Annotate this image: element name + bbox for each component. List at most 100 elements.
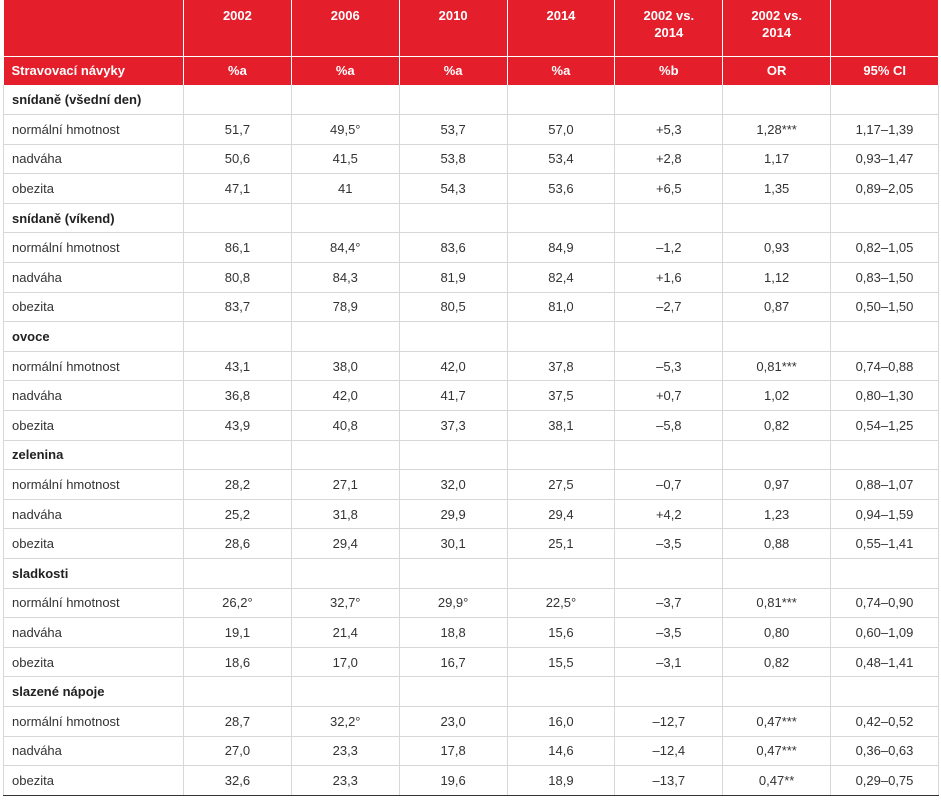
- table-cell: 53,6: [507, 173, 616, 204]
- table-cell: 42,0: [399, 351, 508, 382]
- table-row: nadváha 50,6 41,5 53,8 53,4 +2,8 1,17 0,93–1,47: [3, 144, 939, 175]
- table-cell: 54,3: [399, 173, 508, 204]
- table-cell: 28,6: [183, 528, 292, 559]
- table-cell: –3,1: [614, 647, 724, 678]
- group-title: slazené nápoje: [3, 676, 184, 707]
- table-container: 2002 2006 2010 2014 2002 vs. 2014 2002 v…: [3, 0, 939, 796]
- table-cell: 0,80: [722, 617, 832, 648]
- table-cell: 0,81***: [722, 351, 832, 382]
- table-cell: 29,4: [507, 499, 616, 530]
- group-row: snídaně (víkend): [3, 203, 939, 234]
- table-cell: 80,8: [183, 262, 292, 293]
- row-label: normální hmotnost: [3, 706, 184, 737]
- table-cell: 16,0: [507, 706, 616, 737]
- row-label: nadváha: [3, 499, 184, 530]
- table-cell: 0,60–1,09: [830, 617, 939, 648]
- group-empty-cell: [399, 676, 508, 707]
- group-empty-cell: [183, 321, 292, 352]
- table-cell: –2,7: [614, 292, 724, 323]
- table-cell: 0,29–0,75: [830, 765, 939, 796]
- row-label: normální hmotnost: [3, 588, 184, 619]
- group-title: snídaně (všední den): [3, 85, 184, 116]
- group-empty-cell: [507, 558, 616, 589]
- group-empty-cell: [722, 321, 832, 352]
- table-cell: 0,80–1,30: [830, 380, 939, 412]
- table-cell: 40,8: [291, 410, 400, 441]
- table-cell: 0,87: [722, 292, 832, 323]
- row-label: nadváha: [3, 736, 184, 767]
- group-empty-cell: [291, 203, 400, 234]
- table-cell: 0,97: [722, 469, 832, 500]
- group-empty-cell: [183, 558, 292, 589]
- table-cell: 29,4: [291, 528, 400, 559]
- table-cell: 0,88: [722, 528, 832, 559]
- row-label: obezita: [3, 292, 184, 323]
- table-row: normální hmotnost 51,7 49,5° 53,7 57,0 +5,3 1,…: [3, 114, 939, 145]
- table-cell: 1,02: [722, 380, 832, 412]
- table-cell: 0,89–2,05: [830, 173, 939, 204]
- header-row-years: 2002 2006 2010 2014 2002 vs. 2014 2002 v…: [3, 0, 939, 56]
- table-cell: 18,9: [507, 765, 616, 796]
- row-label: normální hmotnost: [3, 351, 184, 382]
- header-corner-cell: [3, 0, 184, 56]
- table-cell: 27,1: [291, 469, 400, 500]
- table-row: nadváha 19,1 21,4 18,8 15,6 –3,5 0,80 0,60–1,09: [3, 617, 939, 648]
- table-cell: +6,5: [614, 173, 724, 204]
- table-cell: 0,42–0,52: [830, 706, 939, 737]
- table-cell: 0,93–1,47: [830, 144, 939, 175]
- table-cell: +4,2: [614, 499, 724, 530]
- table-cell: 0,74–0,90: [830, 588, 939, 619]
- table-cell: 1,17: [722, 144, 832, 175]
- table-cell: 25,1: [507, 528, 616, 559]
- group-empty-cell: [830, 321, 939, 352]
- table-cell: 83,7: [183, 292, 292, 323]
- group-row: ovoce: [3, 321, 939, 352]
- table-cell: –3,5: [614, 617, 724, 648]
- group-empty-cell: [614, 440, 724, 471]
- group-empty-cell: [722, 203, 832, 234]
- table-cell: 18,8: [399, 617, 508, 648]
- table-cell: 23,0: [399, 706, 508, 737]
- table-cell: 84,3: [291, 262, 400, 293]
- table-cell: 53,7: [399, 114, 508, 145]
- table-cell: 27,0: [183, 736, 292, 767]
- table-cell: 49,5°: [291, 114, 400, 145]
- table-cell: 0,88–1,07: [830, 469, 939, 500]
- table-cell: 28,2: [183, 469, 292, 500]
- table-cell: 1,28***: [722, 114, 832, 145]
- table-cell: 37,8: [507, 351, 616, 382]
- group-empty-cell: [507, 440, 616, 471]
- group-empty-cell: [291, 85, 400, 116]
- table-cell: 36,8: [183, 380, 292, 412]
- table-cell: 43,9: [183, 410, 292, 441]
- group-empty-cell: [183, 85, 292, 116]
- table-cell: –0,7: [614, 469, 724, 500]
- group-row: zelenina: [3, 440, 939, 471]
- table-cell: 37,5: [507, 380, 616, 412]
- header-unit: %a: [399, 55, 508, 85]
- table-cell: 0,54–1,25: [830, 410, 939, 441]
- table-row: obezita 83,7 78,9 80,5 81,0 –2,7 0,87 0,50–1,50: [3, 292, 939, 323]
- table-cell: –5,3: [614, 351, 724, 382]
- table-cell: 29,9: [399, 499, 508, 530]
- table-cell: 51,7: [183, 114, 292, 145]
- group-empty-cell: [614, 321, 724, 352]
- table-cell: 38,1: [507, 410, 616, 441]
- group-empty-cell: [291, 558, 400, 589]
- group-empty-cell: [399, 440, 508, 471]
- header-unit-ci: 95% CI: [830, 55, 939, 85]
- table-cell: +5,3: [614, 114, 724, 145]
- group-empty-cell: [399, 321, 508, 352]
- group-empty-cell: [830, 440, 939, 471]
- group-empty-cell: [399, 558, 508, 589]
- group-empty-cell: [614, 85, 724, 116]
- table-cell: –12,7: [614, 706, 724, 737]
- group-empty-cell: [830, 85, 939, 116]
- table-cell: 53,8: [399, 144, 508, 175]
- table-cell: +1,6: [614, 262, 724, 293]
- table-cell: 26,2°: [183, 588, 292, 619]
- header-year-2014: 2014: [507, 0, 616, 56]
- row-label: obezita: [3, 410, 184, 441]
- table-row: normální hmotnost 28,7 32,2° 23,0 16,0 –12,7 0…: [3, 706, 939, 737]
- table-cell: 0,74–0,88: [830, 351, 939, 382]
